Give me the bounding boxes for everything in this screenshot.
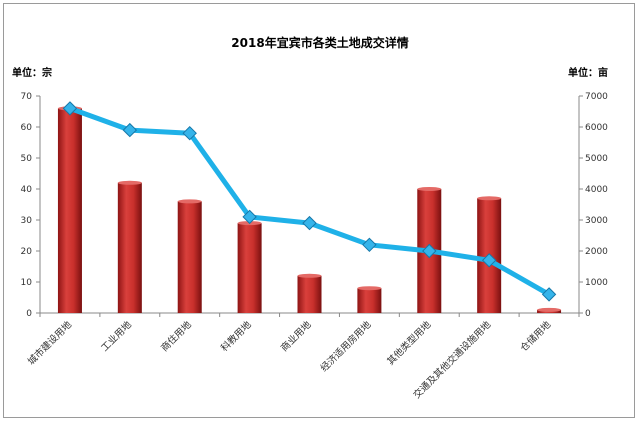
bar-cap xyxy=(297,273,322,278)
left-unit-label: 单位：宗 xyxy=(12,68,52,79)
y-right-tick-label: 2000 xyxy=(585,247,608,257)
bar xyxy=(177,201,202,313)
bar xyxy=(237,223,262,313)
chart-title: 2018年宜宾市各类土地成交详情 xyxy=(231,36,409,50)
y-left-tick-label: 20 xyxy=(21,247,33,257)
y-right-tick-label: 6000 xyxy=(585,123,608,133)
bar xyxy=(57,108,82,314)
bar-cap xyxy=(357,286,382,291)
line-marker xyxy=(362,237,377,253)
line-marker xyxy=(62,101,78,116)
x-category-label: 城市建设用地 xyxy=(25,318,74,367)
y-right-tick-label: 5000 xyxy=(585,154,608,164)
x-category-label: 商业用地 xyxy=(278,318,314,354)
bar-cap xyxy=(417,187,442,191)
bar-cap xyxy=(117,180,142,185)
x-category-label: 工业用地 xyxy=(99,318,135,354)
line-marker xyxy=(182,125,197,141)
y-left-tick-label: 10 xyxy=(21,278,33,288)
x-category-label: 其他类型用地 xyxy=(385,318,434,367)
bar-cap xyxy=(177,199,202,204)
line-marker xyxy=(422,243,437,259)
y-right-tick-label: 0 xyxy=(585,309,591,319)
bar xyxy=(117,182,142,313)
y-left-tick-label: 0 xyxy=(26,309,32,319)
line-marker xyxy=(242,209,257,225)
y-left-tick-label: 60 xyxy=(21,123,33,133)
right-unit-label: 单位：亩 xyxy=(568,68,608,79)
chart-frame xyxy=(3,3,635,418)
y-left-tick-label: 70 xyxy=(21,92,33,102)
y-left-tick-label: 40 xyxy=(21,185,33,195)
x-category-label: 经济适用房用地 xyxy=(318,318,374,374)
bar-cap xyxy=(477,196,502,201)
bar xyxy=(297,275,322,313)
y-left-tick-label: 50 xyxy=(21,154,33,164)
y-right-tick-label: 4000 xyxy=(585,185,608,195)
line-marker xyxy=(541,287,557,302)
y-right-tick-label: 3000 xyxy=(585,216,608,226)
y-right-tick-label: 1000 xyxy=(585,278,608,288)
y-left-tick-label: 30 xyxy=(21,216,33,226)
x-category-label: 科教用地 xyxy=(218,318,254,354)
bar xyxy=(357,288,382,313)
x-category-label: 商住用地 xyxy=(158,318,194,354)
line-marker xyxy=(122,122,138,138)
line-marker xyxy=(481,253,497,268)
y-right-tick-label: 7000 xyxy=(585,92,608,102)
bar-cap xyxy=(537,307,562,312)
x-category-label: 仓储用地 xyxy=(518,318,554,354)
line-marker xyxy=(302,215,317,231)
